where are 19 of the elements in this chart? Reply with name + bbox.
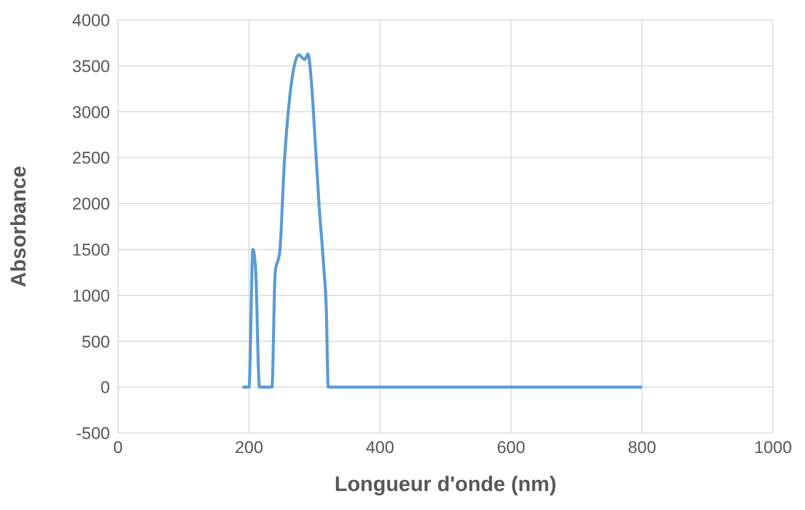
y-tick-label: 500: [82, 332, 110, 352]
y-tick-label: 1000: [72, 286, 110, 306]
y-tick-label: 3500: [72, 56, 110, 76]
x-tick-label: 200: [234, 438, 264, 458]
x-tick-label: 800: [628, 438, 656, 458]
y-tick-label: 0: [100, 378, 110, 398]
y-tick-label: -500: [76, 424, 110, 444]
y-tick-label: 3000: [72, 102, 110, 122]
x-axis-title: Longueur d'onde (nm): [334, 473, 556, 496]
y-axis-title: Absorbance: [7, 166, 30, 288]
x-tick-label: 600: [496, 438, 526, 458]
y-tick-label: 4000: [72, 11, 110, 30]
line-series: [240, 52, 644, 389]
x-tick-label: 400: [366, 438, 394, 458]
y-tick-label: 2500: [72, 148, 110, 168]
y-tick-label: 1500: [72, 240, 110, 260]
x-tick-label: 0: [113, 438, 123, 458]
y-tick-label: 2000: [72, 194, 110, 214]
x-tick-label: 1000: [754, 438, 792, 458]
